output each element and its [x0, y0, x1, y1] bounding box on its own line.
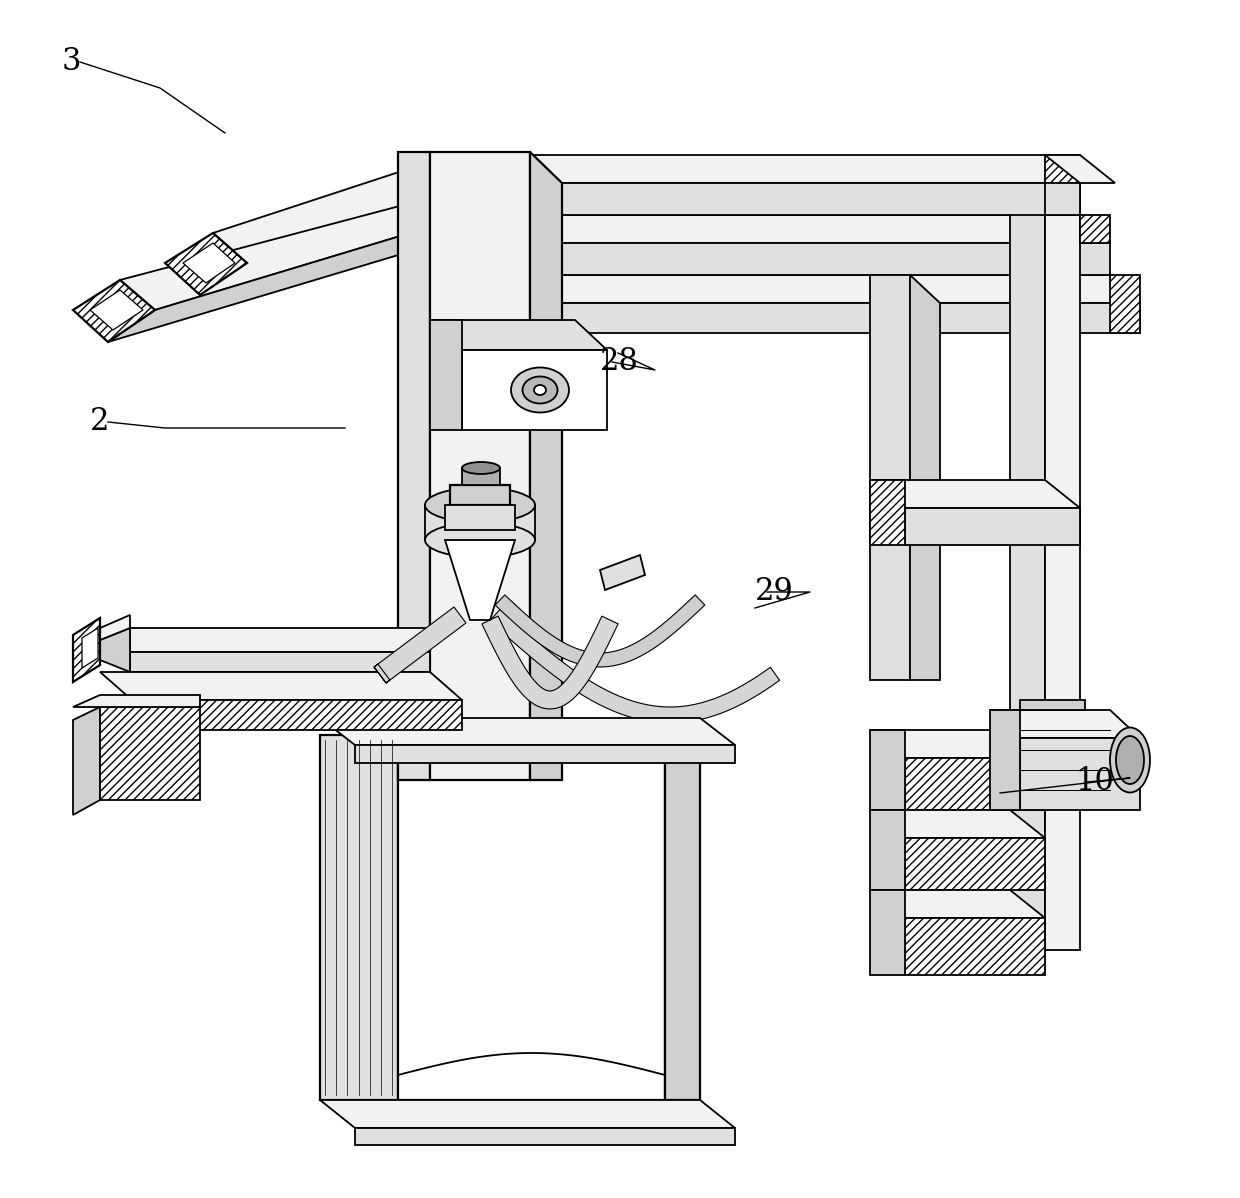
- Polygon shape: [100, 672, 463, 700]
- Polygon shape: [130, 652, 430, 672]
- Text: 2: 2: [91, 406, 109, 437]
- Polygon shape: [1045, 155, 1080, 183]
- Text: 29: 29: [755, 576, 794, 607]
- Polygon shape: [990, 710, 1021, 810]
- Ellipse shape: [534, 385, 546, 395]
- Polygon shape: [905, 508, 1080, 545]
- Polygon shape: [82, 628, 98, 668]
- Polygon shape: [463, 350, 608, 430]
- Polygon shape: [465, 183, 1080, 214]
- Polygon shape: [120, 198, 460, 310]
- Polygon shape: [398, 152, 430, 780]
- Polygon shape: [870, 480, 905, 545]
- Polygon shape: [1011, 183, 1045, 950]
- Polygon shape: [430, 155, 1080, 183]
- Ellipse shape: [1116, 736, 1145, 783]
- Polygon shape: [870, 730, 1045, 758]
- Polygon shape: [320, 718, 735, 745]
- Polygon shape: [73, 695, 200, 707]
- Polygon shape: [905, 837, 1045, 890]
- Polygon shape: [990, 710, 1140, 738]
- Polygon shape: [165, 232, 247, 295]
- Polygon shape: [398, 736, 665, 1100]
- Polygon shape: [665, 736, 701, 1100]
- Polygon shape: [870, 890, 905, 975]
- Ellipse shape: [522, 376, 558, 404]
- Polygon shape: [100, 707, 200, 800]
- Polygon shape: [100, 615, 130, 640]
- Polygon shape: [184, 243, 236, 283]
- Polygon shape: [131, 700, 463, 730]
- Polygon shape: [1080, 214, 1110, 243]
- Ellipse shape: [425, 522, 534, 557]
- Polygon shape: [108, 218, 460, 341]
- Polygon shape: [870, 810, 905, 890]
- Ellipse shape: [1110, 727, 1149, 793]
- Polygon shape: [73, 618, 100, 682]
- Polygon shape: [355, 1129, 735, 1145]
- Polygon shape: [482, 616, 618, 709]
- Polygon shape: [910, 276, 940, 680]
- Polygon shape: [430, 320, 608, 350]
- Polygon shape: [1045, 183, 1080, 214]
- Polygon shape: [450, 485, 510, 506]
- Polygon shape: [1110, 276, 1140, 333]
- Polygon shape: [1021, 738, 1140, 810]
- Polygon shape: [905, 918, 1045, 975]
- Polygon shape: [529, 303, 1140, 333]
- Polygon shape: [870, 730, 905, 810]
- Polygon shape: [870, 810, 1045, 837]
- Polygon shape: [870, 480, 1080, 508]
- Polygon shape: [500, 243, 1110, 276]
- Polygon shape: [600, 555, 645, 589]
- Polygon shape: [1021, 700, 1085, 710]
- Polygon shape: [355, 745, 735, 763]
- Polygon shape: [430, 152, 529, 780]
- Polygon shape: [490, 609, 780, 722]
- Polygon shape: [91, 290, 143, 329]
- Polygon shape: [73, 280, 155, 341]
- Polygon shape: [320, 736, 398, 1100]
- Polygon shape: [495, 595, 704, 667]
- Text: 28: 28: [600, 346, 639, 377]
- Polygon shape: [130, 628, 430, 652]
- Polygon shape: [1045, 155, 1115, 183]
- Ellipse shape: [425, 488, 534, 522]
- Text: 10: 10: [1075, 766, 1114, 797]
- Polygon shape: [200, 173, 490, 295]
- Polygon shape: [320, 1100, 735, 1129]
- Polygon shape: [500, 276, 1140, 303]
- Polygon shape: [430, 320, 463, 430]
- Polygon shape: [463, 468, 500, 485]
- Ellipse shape: [463, 462, 500, 474]
- Ellipse shape: [511, 368, 569, 412]
- Polygon shape: [870, 890, 1045, 918]
- Polygon shape: [213, 152, 490, 264]
- Polygon shape: [425, 506, 534, 540]
- Polygon shape: [445, 540, 515, 621]
- Polygon shape: [529, 152, 562, 780]
- Polygon shape: [100, 628, 130, 672]
- Polygon shape: [905, 758, 1045, 810]
- Text: 3: 3: [62, 46, 82, 77]
- Polygon shape: [1045, 183, 1080, 950]
- Polygon shape: [374, 607, 466, 683]
- Polygon shape: [445, 506, 515, 530]
- Polygon shape: [73, 707, 100, 815]
- Polygon shape: [465, 214, 1110, 243]
- Polygon shape: [870, 276, 910, 680]
